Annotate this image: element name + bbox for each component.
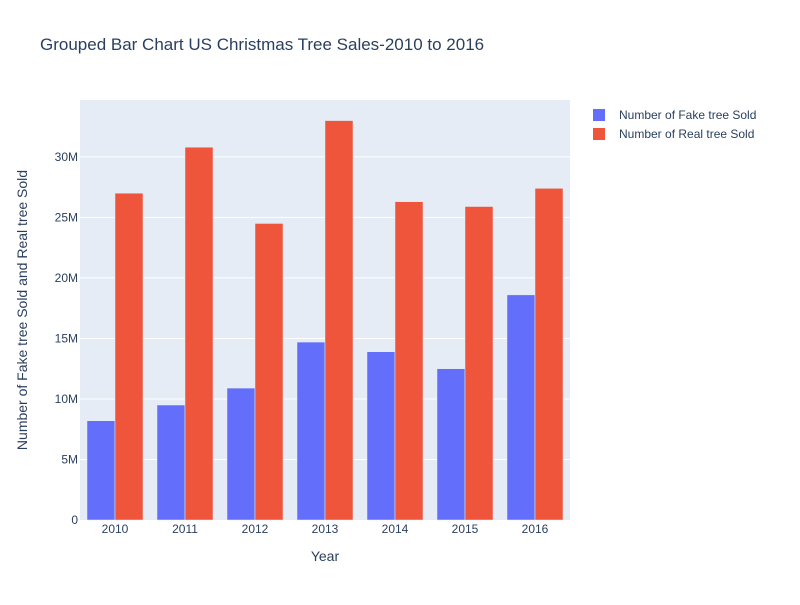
x-tick-label: 2013 [312, 522, 339, 536]
legend-swatch [593, 109, 605, 121]
x-tick-label: 2015 [452, 522, 479, 536]
y-tick-label: 15M [55, 331, 78, 345]
chart-title: Grouped Bar Chart US Christmas Tree Sale… [40, 35, 484, 54]
legend: Number of Fake tree Sold Number of Real t… [593, 108, 756, 141]
bar-real-2010 [114, 192, 144, 521]
y-tick-label: 25M [55, 210, 78, 224]
y-axis-title: Number of Fake tree Sold and Real tree S… [14, 170, 30, 450]
x-tick-label: 2016 [522, 522, 549, 536]
bar-real-2013 [324, 120, 354, 521]
legend-label: Number of Fake tree Sold [619, 108, 756, 122]
legend-swatch [593, 128, 605, 140]
x-tick-label: 2014 [382, 522, 409, 536]
bar-real-2011 [184, 146, 214, 521]
bar-fake-2014 [366, 351, 396, 521]
y-tick-label: 20M [55, 271, 78, 285]
bar-real-2014 [394, 201, 424, 521]
bar-fake-2013 [296, 341, 326, 521]
bar-fake-2016 [506, 294, 536, 521]
bar-fake-2010 [86, 420, 116, 521]
bars-group [86, 120, 564, 521]
bar-real-2016 [534, 188, 564, 521]
x-tick-label: 2011 [172, 522, 198, 536]
legend-label: Number of Real tree Sold [619, 127, 754, 141]
x-axis-title: Year [311, 548, 340, 564]
y-tick-label: 10M [55, 392, 78, 406]
y-axis-ticks: 0 5M 10M 15M 20M 25M 30M [55, 150, 79, 527]
bar-real-2015 [464, 206, 494, 521]
y-tick-label: 30M [55, 150, 78, 164]
x-axis-ticks: 2010 2011 2012 2013 2014 2015 2016 [102, 522, 549, 536]
y-tick-label: 5M [61, 452, 78, 466]
bar-real-2012 [254, 223, 284, 521]
bar-fake-2011 [156, 404, 186, 521]
bar-fake-2012 [226, 387, 256, 521]
x-tick-label: 2012 [242, 522, 269, 536]
x-tick-label: 2010 [102, 522, 129, 536]
bar-fake-2015 [436, 368, 466, 521]
y-tick-label: 0 [71, 513, 78, 527]
